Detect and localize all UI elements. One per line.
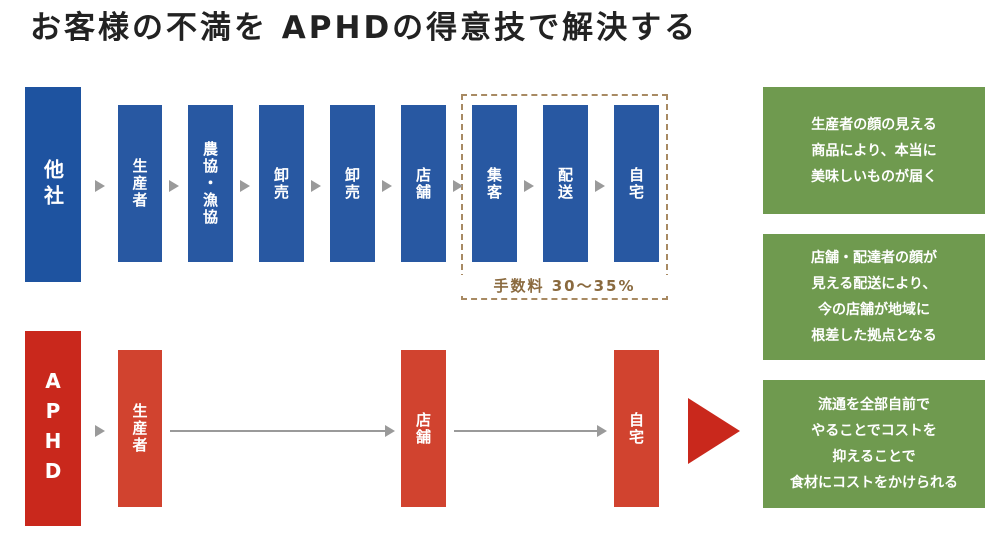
arrow-icon [385,425,395,437]
step-label: 自宅 [627,166,645,201]
fee-bracket [461,94,668,300]
result-arrow-icon [688,398,740,464]
benefit-line: やることでコストを [811,423,937,439]
arrow-icon [524,180,534,192]
step-label: 生産者 [130,158,149,209]
step-label: 集客 [485,166,503,201]
benefit-box-2: 店舗・配達者の顔が 見える配送により、 今の店舗が地域に 根差した拠点となる [763,234,985,360]
page-title: お客様の不満を APHDの得意技で解決する [30,10,699,46]
aphd-box: APHD [25,331,81,526]
arrow-icon [382,180,392,192]
connector-line [170,430,387,432]
step-wholesale-2: 卸売 [330,105,375,262]
benefit-line: 商品により、本当に [811,142,937,159]
benefit-line: 流通を全部自前で [818,397,930,413]
aphd-step-store: 店舗 [401,350,446,507]
benefit-box-3: 流通を全部自前で やることでコストを 抑えることで 食材にコストをかけられる [763,380,985,508]
other-company-box: 他社 [25,87,81,282]
benefit-line: 美味しいものが届く [811,168,937,185]
benefit-line: 生産者の顔の見える [811,116,937,133]
connector-line [454,430,599,432]
arrow-icon [95,425,105,437]
arrow-icon [311,180,321,192]
step-label: 店舗 [414,166,432,201]
step-customer-acquisition: 集客 [472,105,517,262]
step-producer: 生産者 [118,105,162,262]
other-company-label: 他社 [40,158,65,211]
aphd-step-home: 自宅 [614,350,659,507]
arrow-icon [95,180,105,192]
arrow-icon [169,180,179,192]
aphd-step-producer: 生産者 [118,350,162,507]
step-delivery: 配送 [543,105,588,262]
step-label: 卸売 [272,166,290,201]
step-store: 店舗 [401,105,446,262]
benefit-line: 根差した拠点となる [811,328,937,344]
benefit-line: 食材にコストをかけられる [790,475,958,491]
benefit-line: 店舗・配達者の顔が [811,250,937,266]
arrow-icon [240,180,250,192]
step-home: 自宅 [614,105,659,262]
step-label: 自宅 [627,411,645,446]
step-label: 生産者 [130,403,149,454]
arrow-icon [597,425,607,437]
step-cooperative: 農協・漁協 [188,105,233,262]
step-wholesale-1: 卸売 [259,105,304,262]
aphd-label: APHD [41,368,65,489]
step-label: 農協・漁協 [201,141,219,226]
fee-label: 手数料 30〜35% [461,275,668,296]
arrow-icon [595,180,605,192]
step-label: 卸売 [343,166,361,201]
arrow-icon [453,180,463,192]
benefit-line: 抑えることで [832,449,916,465]
benefit-line: 今の店舗が地域に [818,302,930,318]
benefit-box-1: 生産者の顔の見える 商品により、本当に 美味しいものが届く [763,87,985,214]
benefit-line: 見える配送により、 [811,276,937,292]
step-label: 店舗 [414,411,432,446]
step-label: 配送 [556,166,574,201]
